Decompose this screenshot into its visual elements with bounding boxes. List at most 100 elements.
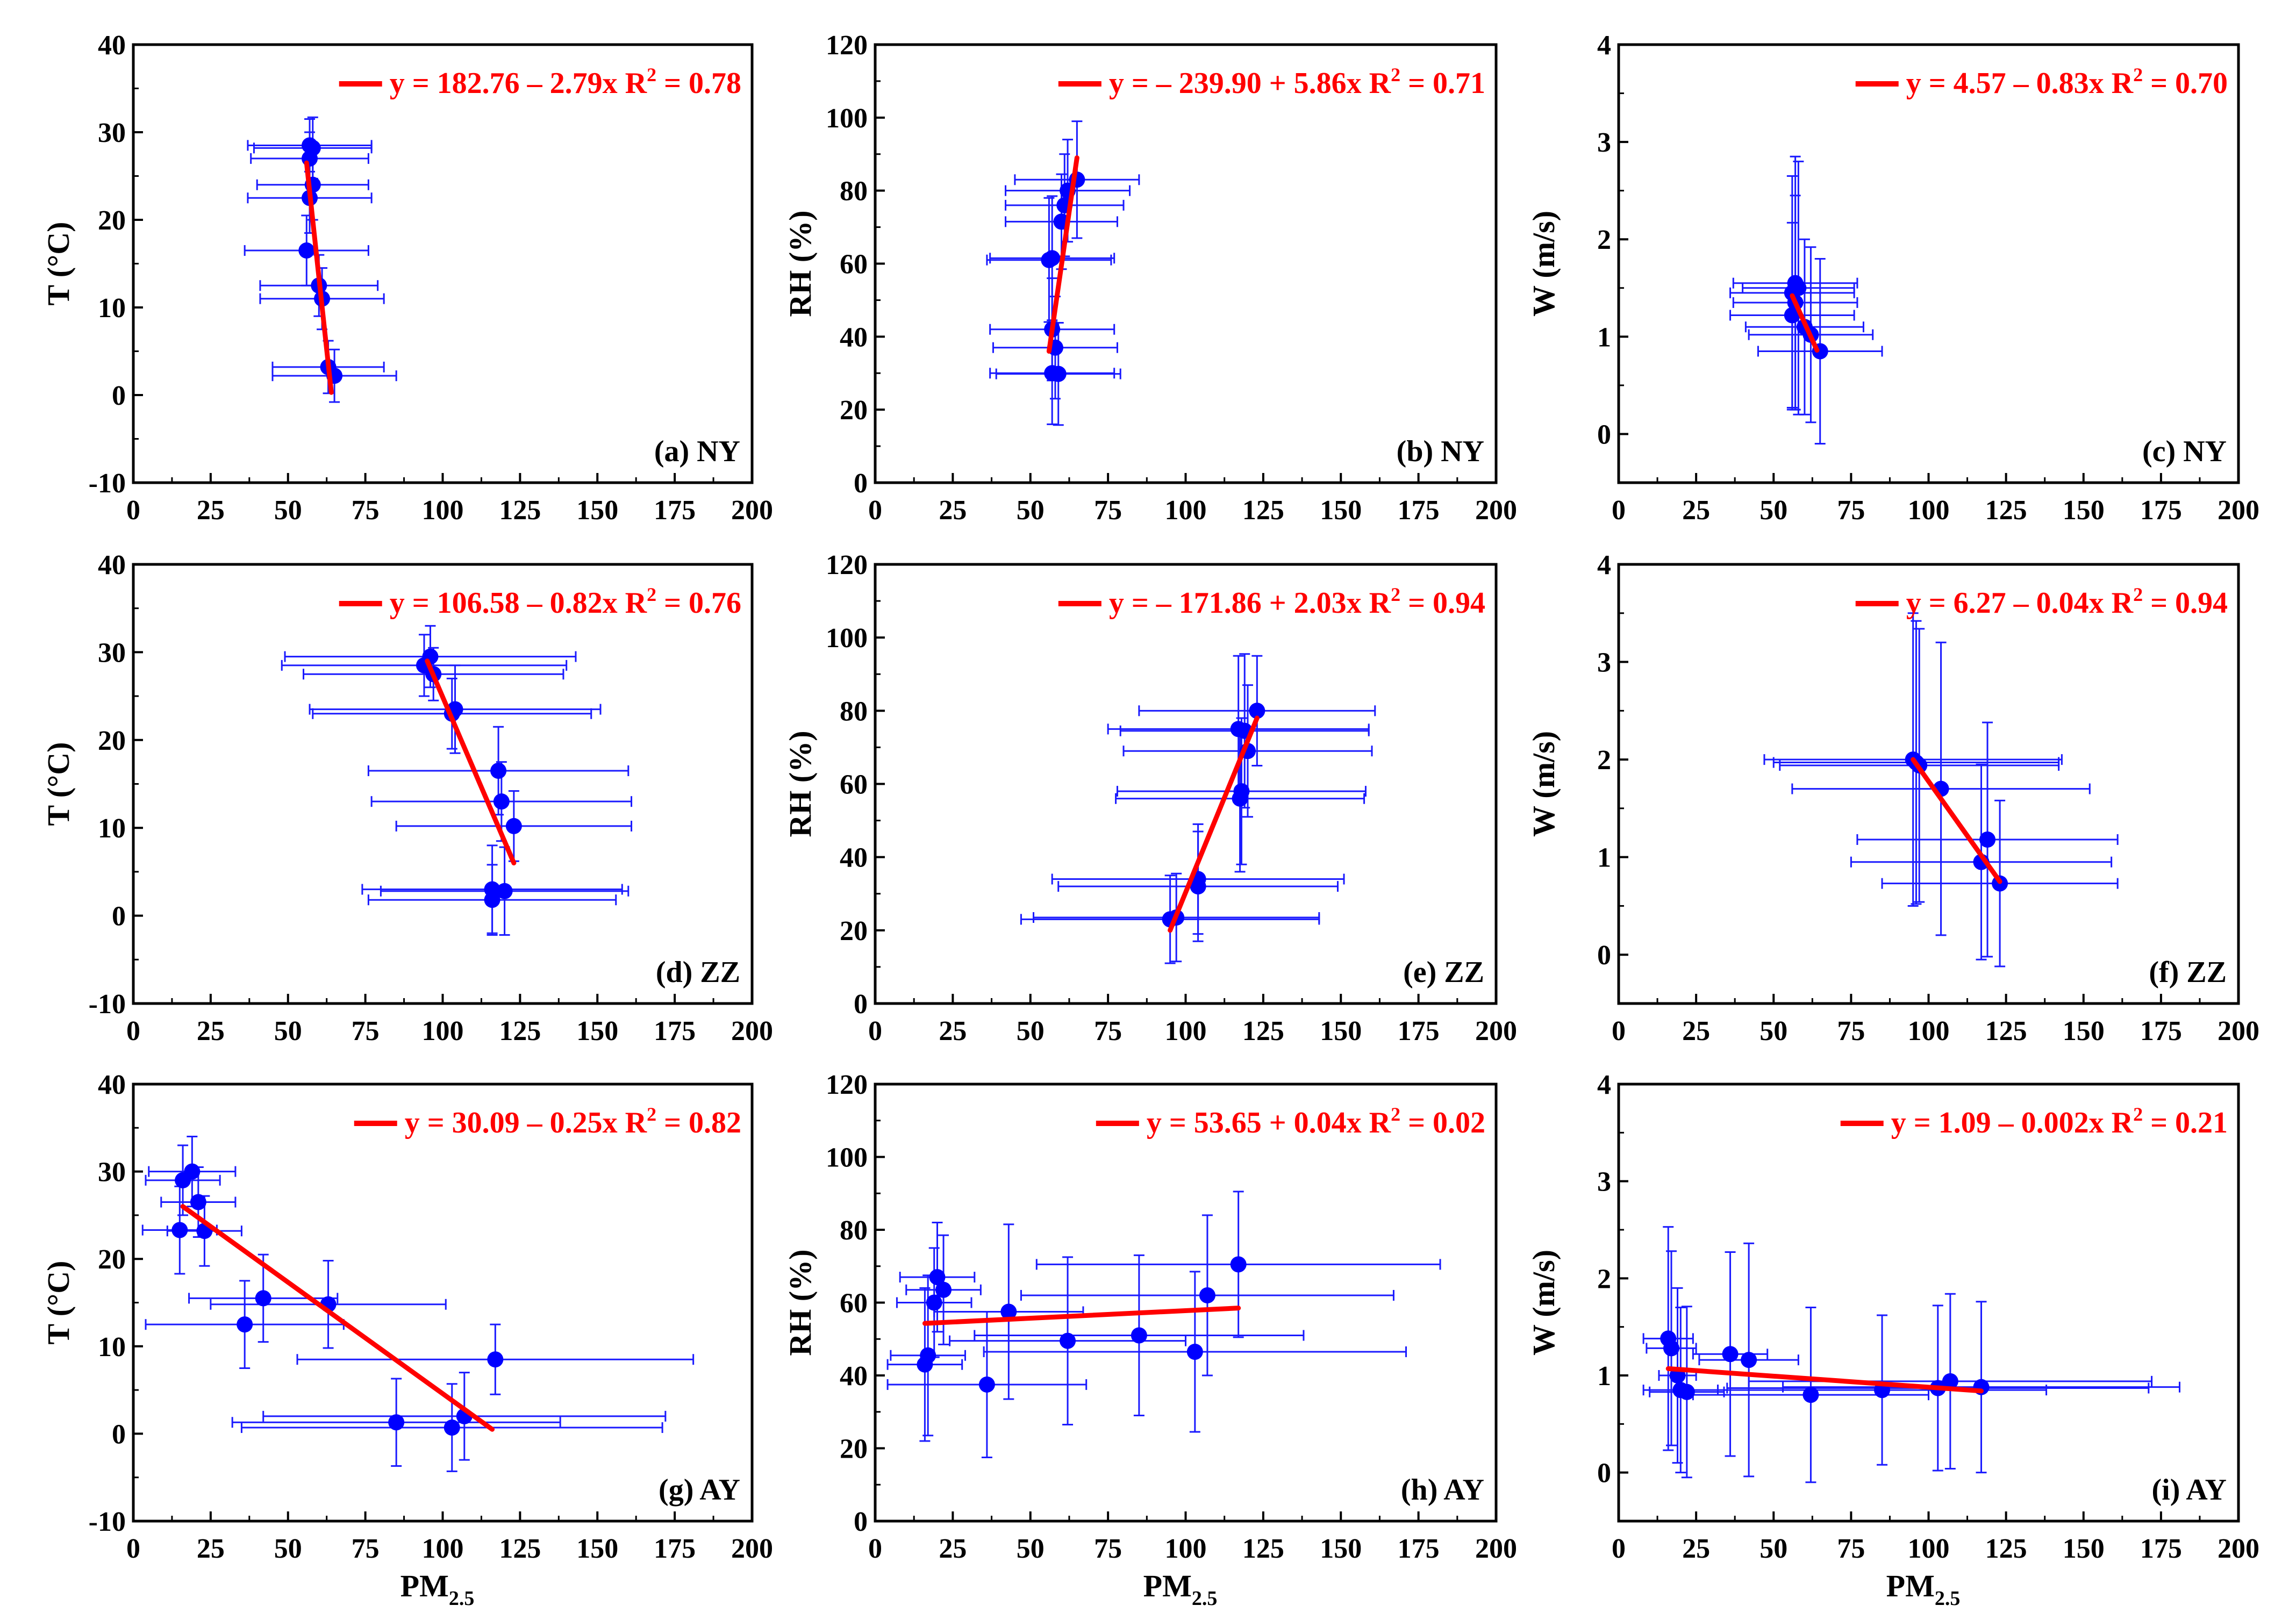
x-tick-label: 150 bbox=[1320, 1533, 1362, 1564]
data-point bbox=[1249, 703, 1265, 719]
panel-label: (e) ZZ bbox=[1403, 956, 1484, 989]
x-tick-label: 200 bbox=[2218, 1016, 2259, 1046]
panel-label: (c) NY bbox=[2142, 435, 2227, 468]
x-tick-label: 75 bbox=[1094, 1016, 1122, 1046]
x-tick-label: 75 bbox=[352, 495, 380, 526]
x-tick-label: 100 bbox=[1908, 495, 1950, 526]
data-point bbox=[1722, 1346, 1739, 1363]
y-tick-label: 2 bbox=[1597, 225, 1611, 255]
y-tick-label: 20 bbox=[98, 726, 126, 756]
plot-frame bbox=[1617, 1083, 2240, 1523]
y-tick-label: 1 bbox=[1597, 322, 1611, 353]
y-tick-label: 4 bbox=[1597, 30, 1611, 61]
data-point bbox=[493, 793, 510, 810]
y-tick-label: 40 bbox=[98, 1070, 126, 1100]
y-tick-label: 0 bbox=[112, 901, 126, 932]
data-point bbox=[302, 150, 318, 167]
x-tick-label: 200 bbox=[2218, 495, 2259, 526]
x-axis-label: PM2.5 bbox=[1886, 1568, 1961, 1610]
x-tick-label: 150 bbox=[1320, 1016, 1362, 1046]
fit-line bbox=[1911, 757, 2002, 884]
x-tick-label: 0 bbox=[868, 1533, 882, 1564]
y-tick-label: 40 bbox=[840, 322, 868, 353]
y-tick-label: 10 bbox=[98, 1332, 126, 1363]
x-tick-label: 175 bbox=[2140, 1016, 2182, 1046]
x-tick-label: 0 bbox=[1612, 495, 1626, 526]
x-tick-label: 75 bbox=[1094, 495, 1122, 526]
panel-label: (d) ZZ bbox=[656, 956, 740, 989]
x-tick-label: 75 bbox=[1837, 1533, 1865, 1564]
y-tick-label: 120 bbox=[826, 1070, 868, 1100]
y-tick-label: 0 bbox=[112, 1419, 126, 1450]
plot-frame bbox=[132, 563, 754, 1005]
y-tick-label: 20 bbox=[98, 205, 126, 236]
y-tick-label: 30 bbox=[98, 637, 126, 668]
data-point bbox=[505, 818, 522, 834]
y-tick-label: 4 bbox=[1597, 1070, 1611, 1100]
x-tick-label: 175 bbox=[654, 495, 696, 526]
x-tick-label: 200 bbox=[731, 1016, 773, 1046]
fit-line bbox=[1790, 293, 1820, 353]
x-tick-label: 100 bbox=[422, 1016, 464, 1046]
x-tick-label: 25 bbox=[197, 1016, 225, 1046]
y-axis-label: RH (%) bbox=[783, 1249, 818, 1356]
x-tick-label: 50 bbox=[274, 1016, 302, 1046]
panel-e: 0 25 50 75 100 125 150 175 200 0 20 40 60 80 100 120 RH … bbox=[783, 550, 1517, 1046]
x-tick-label: 100 bbox=[422, 495, 464, 526]
x-tick-label: 125 bbox=[1242, 1533, 1284, 1564]
data-point bbox=[1803, 1387, 1819, 1403]
data-point bbox=[487, 1351, 504, 1368]
x-tick-label: 125 bbox=[1242, 1016, 1284, 1046]
x-tick-label: 25 bbox=[939, 1533, 967, 1564]
y-tick-label: 4 bbox=[1597, 550, 1611, 580]
plot-frame bbox=[1617, 43, 2240, 484]
plot-frame bbox=[132, 1083, 754, 1523]
y-axis-label: T (°C) bbox=[41, 222, 76, 306]
x-tick-label: 100 bbox=[1908, 1016, 1950, 1046]
x-tick-label: 50 bbox=[1017, 495, 1045, 526]
plot-frame bbox=[874, 43, 1498, 484]
fit-line bbox=[1665, 1366, 1984, 1394]
x-tick-label: 200 bbox=[731, 1533, 773, 1564]
x-tick-label: 75 bbox=[1837, 1016, 1865, 1046]
x-tick-label: 150 bbox=[576, 495, 618, 526]
panel-i: 0 25 50 75 100 125 150 175 200 0 1 2 3 4 W (m/s) PM2.5 y… bbox=[1526, 1070, 2259, 1610]
y-tick-label: 60 bbox=[840, 1288, 868, 1319]
equation-label: y = 1.09 – 0.002x R2 = 0.21 bbox=[1891, 1103, 2228, 1139]
panel-h: 0 25 50 75 100 125 150 175 200 0 20 40 60 80 100 120 RH … bbox=[783, 1070, 1517, 1610]
y-tick-label: 80 bbox=[840, 1215, 868, 1246]
x-axis-label: PM2.5 bbox=[1143, 1568, 1218, 1610]
data-point bbox=[444, 1420, 460, 1436]
x-tick-label: 50 bbox=[1759, 1016, 1787, 1046]
data-point bbox=[1784, 307, 1800, 324]
x-tick-label: 50 bbox=[1759, 495, 1787, 526]
equation-label: y = – 171.86 + 2.03x R2 = 0.94 bbox=[1109, 584, 1485, 620]
data-point bbox=[1741, 1352, 1757, 1368]
data-point bbox=[1979, 831, 1996, 848]
y-tick-label: 10 bbox=[98, 293, 126, 324]
x-tick-label: 100 bbox=[1165, 1016, 1207, 1046]
data-point bbox=[298, 242, 315, 259]
x-tick-label: 150 bbox=[576, 1533, 618, 1564]
x-tick-label: 125 bbox=[1242, 495, 1284, 526]
x-tick-label: 175 bbox=[2140, 1533, 2182, 1564]
data-point bbox=[1232, 790, 1248, 807]
x-tick-label: 175 bbox=[1398, 1016, 1440, 1046]
y-tick-label: 2 bbox=[1597, 1264, 1611, 1294]
y-tick-label: 3 bbox=[1597, 127, 1611, 158]
x-axis-label: PM2.5 bbox=[400, 1568, 475, 1610]
data-point bbox=[978, 1376, 995, 1393]
equation-label: y = 30.09 – 0.25x R2 = 0.82 bbox=[405, 1103, 741, 1139]
y-tick-label: 80 bbox=[840, 696, 868, 727]
equation-label: y = 182.76 – 2.79x R2 = 0.78 bbox=[390, 64, 741, 100]
data-point bbox=[237, 1316, 253, 1333]
data-point bbox=[190, 1194, 206, 1210]
data-point bbox=[1000, 1303, 1017, 1320]
y-tick-label: 100 bbox=[826, 103, 868, 134]
panel-label: (h) AY bbox=[1401, 1473, 1484, 1507]
x-tick-label: 25 bbox=[939, 1016, 967, 1046]
x-tick-label: 25 bbox=[1682, 495, 1710, 526]
